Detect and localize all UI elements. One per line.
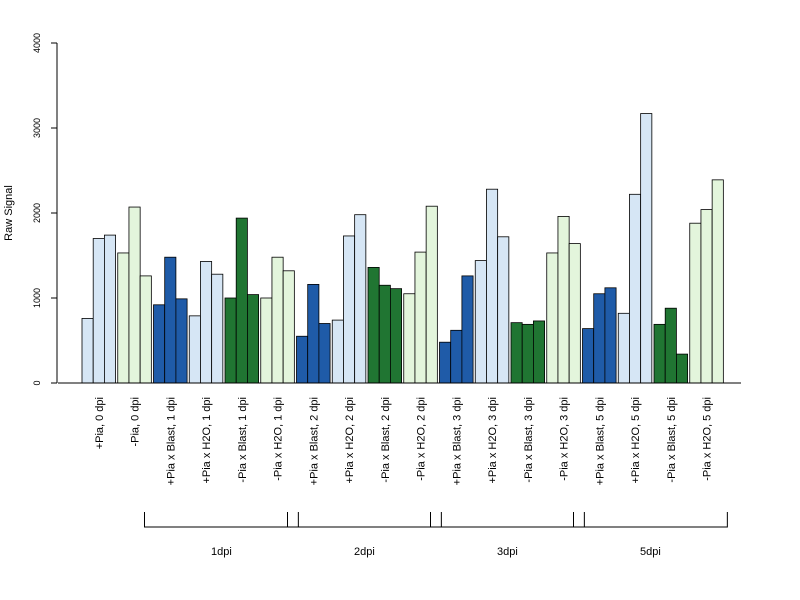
- bar: [653, 323, 666, 384]
- bar: [282, 270, 295, 384]
- category-label: +Pia x Blast, 1 dpi: [165, 397, 177, 485]
- category-label: -Pia x H2O, 5 dpi: [702, 397, 714, 481]
- bar: [104, 234, 117, 384]
- y-tick-label: 4000: [32, 33, 42, 53]
- bar: [664, 307, 677, 384]
- bar: [271, 256, 284, 384]
- category-label: -Pia x H2O, 3 dpi: [559, 397, 571, 481]
- category-label: +Pia x H2O, 3 dpi: [487, 397, 499, 484]
- bar: [640, 113, 653, 384]
- bar: [164, 256, 177, 384]
- bar: [175, 298, 188, 384]
- bar: [617, 312, 630, 384]
- bar: [474, 260, 487, 384]
- bar: [343, 235, 356, 384]
- group-bracket: [430, 512, 585, 528]
- bar: [629, 193, 642, 384]
- bar: [533, 320, 546, 384]
- y-tick-label: 1000: [32, 288, 42, 308]
- bar: [331, 319, 344, 384]
- y-tick-label: 3000: [32, 118, 42, 138]
- bar: [439, 341, 452, 384]
- bar: [604, 287, 617, 384]
- bar: [700, 209, 713, 384]
- bar: [318, 323, 331, 384]
- bars-layer: [81, 113, 724, 384]
- bar: [403, 293, 416, 384]
- group-bracket: [144, 512, 299, 528]
- category-label: -Pia x Blast, 2 dpi: [380, 397, 392, 483]
- group-brackets: 1dpi 2dpi 3dpi 5dpi: [144, 512, 728, 558]
- bar: [425, 205, 438, 384]
- bar: [354, 214, 367, 384]
- bar: [593, 293, 606, 384]
- bar: [188, 315, 201, 384]
- bar: [414, 251, 427, 384]
- y-tick-label: 0: [32, 380, 42, 385]
- category-label: -Pia x Blast, 5 dpi: [666, 397, 678, 483]
- bar: [260, 297, 273, 384]
- category-labels: +Pia, 0 dpi -Pia, 0 dpi +Pia x Blast, 1 dp…: [94, 397, 714, 485]
- bar: [546, 252, 559, 384]
- bar: [139, 275, 152, 384]
- bar: [582, 328, 595, 384]
- category-label: -Pia x Blast, 3 dpi: [523, 397, 535, 483]
- bar: [711, 179, 724, 384]
- y-tick-label: 2000: [32, 203, 42, 223]
- bar: [117, 252, 130, 384]
- category-label: +Pia x H2O, 2 dpi: [344, 397, 356, 484]
- bar: [378, 284, 391, 384]
- y-axis: 0 1000 2000 3000 4000: [32, 33, 58, 386]
- bar: [486, 188, 499, 384]
- category-label: +Pia, 0 dpi: [94, 397, 106, 449]
- bar: [367, 266, 380, 384]
- bar: [128, 206, 141, 384]
- y-axis-title: Raw Signal: [3, 185, 15, 241]
- bar: [450, 329, 463, 384]
- bar: [224, 297, 237, 384]
- bar: [92, 238, 105, 384]
- bar: [246, 294, 259, 384]
- category-label: +Pia x H2O, 1 dpi: [201, 397, 213, 484]
- category-label: +Pia x Blast, 5 dpi: [594, 397, 606, 485]
- group-bracket: [573, 512, 728, 528]
- category-label: +Pia x Blast, 2 dpi: [308, 397, 320, 485]
- bar: [568, 243, 581, 384]
- category-label: -Pia x Blast, 1 dpi: [237, 397, 249, 483]
- group-bracket: [287, 512, 442, 528]
- bar: [81, 317, 94, 384]
- bar: [153, 304, 166, 384]
- bar: [307, 283, 320, 384]
- group-label: 3dpi: [497, 546, 518, 558]
- bar: [521, 323, 534, 384]
- category-label: +Pia x Blast, 3 dpi: [451, 397, 463, 485]
- bar: [296, 335, 309, 384]
- category-label: +Pia x H2O, 5 dpi: [630, 397, 642, 484]
- bar: [676, 353, 689, 384]
- bar: [497, 236, 510, 384]
- category-label: -Pia x H2O, 1 dpi: [273, 397, 285, 481]
- bar: [689, 222, 702, 384]
- bar: [461, 275, 474, 384]
- group-label: 5dpi: [640, 546, 661, 558]
- bar: [557, 215, 570, 384]
- bar: [389, 288, 402, 384]
- bar: [510, 322, 523, 384]
- category-label: -Pia x H2O, 2 dpi: [416, 397, 428, 481]
- group-label: 2dpi: [354, 546, 375, 558]
- category-label: -Pia, 0 dpi: [130, 397, 142, 447]
- group-label: 1dpi: [211, 546, 232, 558]
- bar: [211, 273, 224, 384]
- bar: [200, 261, 213, 384]
- bar: [235, 217, 248, 384]
